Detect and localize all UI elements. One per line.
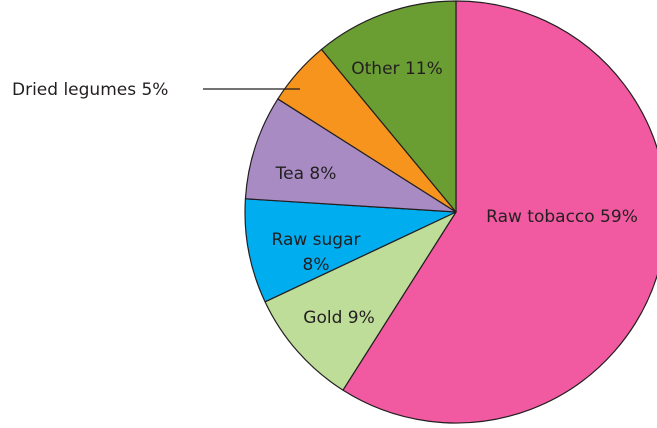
slice-label-other: Other 11%	[351, 59, 442, 79]
pie-slice-raw-sugar	[244, 198, 457, 303]
slice-label-dried-legumes: Dried legumes 5%	[12, 80, 168, 100]
pie-slice-raw-tobacco	[342, 0, 657, 424]
slice-label-raw-tobacco: Raw tobacco 59%	[486, 207, 638, 227]
pie-slice-tea	[244, 98, 457, 213]
pie-labels: Raw tobacco 59% Gold 9% Raw sugar 8% Tea…	[12, 59, 638, 328]
slice-label-raw-sugar-line-1: Raw sugar	[272, 230, 361, 250]
pie-slice-gold	[264, 211, 457, 391]
slice-label-gold: Gold 9%	[303, 308, 374, 328]
pie-slice-other	[320, 0, 457, 213]
pie-slices	[244, 0, 657, 424]
slice-label-raw-sugar-line-2: 8%	[303, 255, 330, 275]
slice-label-tea: Tea 8%	[275, 164, 337, 184]
